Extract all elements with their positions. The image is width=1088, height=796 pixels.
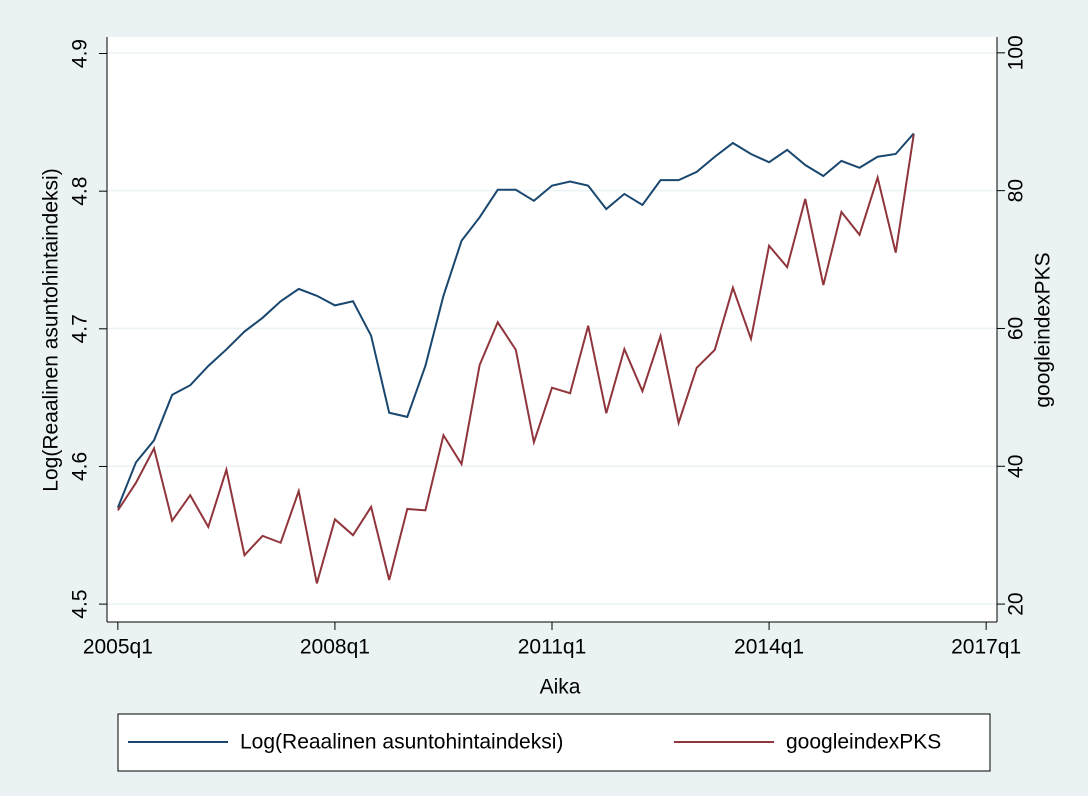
x-tick-label: 2011q1 — [518, 636, 587, 659]
y-tick-label: 4.9 — [69, 39, 92, 68]
plot-area — [107, 37, 997, 622]
y2-tick-label: 100 — [1005, 35, 1028, 70]
legend-label: googleindexPKS — [786, 731, 941, 754]
y2-axis-title: googleindexPKS — [1032, 252, 1055, 407]
y-axis-title: Log(Reaalinen asuntohintaindeksi) — [40, 168, 63, 491]
series-line — [117, 134, 915, 584]
legend-label: Log(Reaalinen asuntohintaindeksi) — [240, 731, 563, 754]
legend-box — [117, 713, 991, 772]
x-tick-label: 2008q1 — [300, 636, 370, 659]
y2-tick-label: 60 — [1005, 317, 1028, 340]
x-tick-label: 2014q1 — [734, 636, 804, 659]
x-tick-label: 2017q1 — [951, 636, 1021, 659]
y-tick-label: 4.5 — [69, 590, 92, 619]
x-axis-title: Aika — [540, 676, 581, 699]
y2-tick-label: 40 — [1005, 455, 1028, 478]
y-tick-label: 4.7 — [69, 314, 92, 343]
series-line — [116, 132, 915, 509]
y-tick-label: 4.8 — [69, 177, 92, 206]
x-tick-label: 2005q1 — [83, 636, 153, 659]
y-tick-label: 4.6 — [69, 452, 92, 481]
y2-tick-label: 20 — [1005, 592, 1028, 615]
y2-tick-label: 80 — [1005, 179, 1028, 202]
